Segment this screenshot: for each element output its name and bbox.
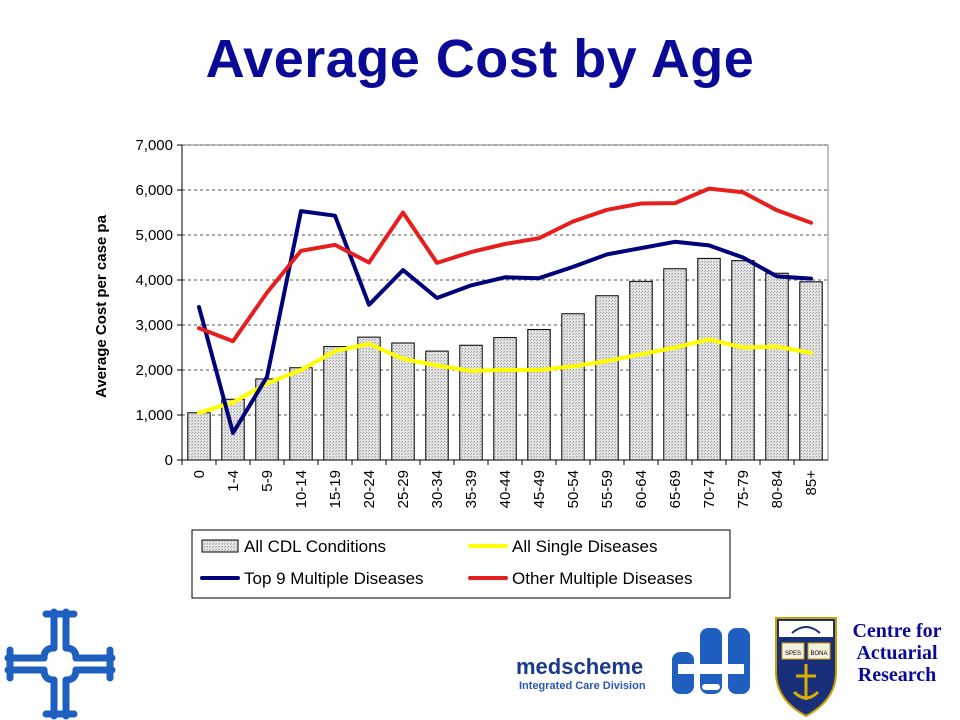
x-tick-label: 15-19 <box>327 470 344 508</box>
crest-motto-left: SPES <box>785 651 801 657</box>
y-tick-label: 6,000 <box>135 182 173 199</box>
bar-45-49 <box>527 329 551 461</box>
bar-15-19 <box>323 346 347 461</box>
bar-50-54 <box>561 313 585 461</box>
y-tick-label: 4,000 <box>135 272 173 289</box>
line-top-9-multiple-diseases <box>197 209 813 435</box>
car-line-1: Centre for <box>852 620 942 642</box>
y-axis-label: Average Cost per case pa <box>93 214 110 398</box>
bar-30-34 <box>425 350 449 461</box>
y-tick-label: 1,000 <box>135 407 173 424</box>
x-tick-label: 50-54 <box>565 470 582 508</box>
centre-actuarial-research: Centre for Actuarial Research <box>838 620 956 686</box>
y-tick-label: 5,000 <box>135 227 173 244</box>
x-tick-label: 5-9 <box>259 470 276 492</box>
x-tick-label: 30-34 <box>429 470 446 508</box>
medscheme-mark-icon <box>672 628 750 694</box>
line-other-multiple-diseases <box>197 186 813 344</box>
x-tick-label: 65-69 <box>667 470 684 508</box>
x-tick-label: 85+ <box>803 470 820 496</box>
x-tick-label: 20-24 <box>361 470 378 508</box>
y-tick-label: 0 <box>165 452 173 469</box>
x-tick-label: 0 <box>191 470 208 478</box>
bar-60-64 <box>629 280 653 461</box>
bar-10-14 <box>289 367 313 461</box>
x-tick-label: 25-29 <box>395 470 412 508</box>
bar-55-59 <box>595 295 619 461</box>
slide-title: Average Cost by Age <box>205 29 755 89</box>
x-tick-label: 10-14 <box>293 470 310 508</box>
bar-65-69 <box>663 268 687 461</box>
bar-70-74 <box>697 257 721 461</box>
bar-20-24 <box>357 336 381 461</box>
bar-40-44 <box>493 337 517 461</box>
cross-emblem-icon <box>4 608 116 720</box>
legend-label-top-9-multiple-diseases: Top 9 Multiple Diseases <box>244 569 424 588</box>
legend-label-all-cdl-conditions: All CDL Conditions <box>244 537 386 556</box>
bar-85+ <box>799 281 823 461</box>
x-tick-label: 1-4 <box>225 470 242 492</box>
car-line-3: Research <box>857 664 937 686</box>
bar-80-84 <box>765 272 789 461</box>
x-tick-label: 35-39 <box>463 470 480 508</box>
university-crest-icon <box>775 617 837 718</box>
x-tick-label: 45-49 <box>531 470 548 508</box>
medscheme-name: medscheme <box>516 654 644 679</box>
car-line-2: Actuarial <box>856 642 938 664</box>
bar-75-79 <box>731 260 755 461</box>
y-tick-label: 7,000 <box>135 137 173 154</box>
y-tick-label: 2,000 <box>135 362 173 379</box>
y-tick-label: 3,000 <box>135 317 173 334</box>
bar-35-39 <box>459 344 483 461</box>
medscheme-division: Integrated Care Division <box>519 680 646 692</box>
bar-0 <box>187 412 211 461</box>
x-tick-label: 75-79 <box>735 470 752 508</box>
legend-swatch-all-cdl-conditions <box>201 539 239 553</box>
x-tick-label: 80-84 <box>769 470 786 508</box>
x-tick-label: 70-74 <box>701 470 718 508</box>
x-tick-label: 40-44 <box>497 470 514 508</box>
legend-box <box>191 529 731 599</box>
legend-label-all-single-diseases: All Single Diseases <box>512 537 658 556</box>
x-tick-label: 60-64 <box>633 470 650 508</box>
line-all-single-diseases <box>197 337 813 415</box>
crest-motto-right: BONA <box>810 651 827 657</box>
legend-label-other-multiple-diseases: Other Multiple Diseases <box>512 569 692 588</box>
bar-25-29 <box>391 342 415 461</box>
x-tick-label: 55-59 <box>599 470 616 508</box>
